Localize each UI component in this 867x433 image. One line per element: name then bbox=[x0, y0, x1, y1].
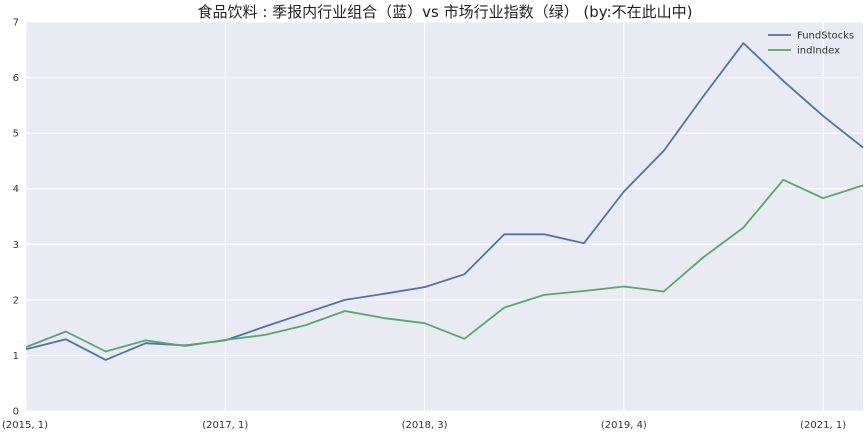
y-tick-label: 3 bbox=[13, 240, 19, 251]
legend-label: indIndex bbox=[797, 46, 840, 57]
x-tick-label: (2021, 1) bbox=[800, 420, 846, 431]
grid-lines bbox=[25, 21, 863, 412]
x-tick-label: (2019, 4) bbox=[601, 420, 647, 431]
y-tick-label: 1 bbox=[13, 351, 19, 362]
plot-area bbox=[26, 22, 863, 411]
chart-title: 食品饮料 : 季报内行业组合（蓝）vs 市场行业指数（绿） (by:不在此山中) bbox=[198, 3, 693, 21]
y-tick-label: 4 bbox=[13, 184, 19, 195]
x-tick-label: (2017, 1) bbox=[202, 420, 248, 431]
x-tick-label: (2015, 1) bbox=[2, 420, 48, 431]
y-tick-label: 2 bbox=[13, 295, 19, 306]
y-tick-label: 6 bbox=[13, 73, 19, 84]
series-line-fundstocks bbox=[25, 42, 864, 361]
y-tick-label: 7 bbox=[13, 18, 19, 29]
y-tick-label: 5 bbox=[13, 129, 19, 140]
legend: FundStocks indIndex bbox=[768, 31, 854, 57]
y-axis-ticks: 0 1 2 3 4 5 6 7 bbox=[13, 18, 19, 418]
x-axis-ticks: (2015, 1) (2017, 1) (2018, 3) (2019, 4) (202… bbox=[2, 420, 846, 431]
legend-label: FundStocks bbox=[797, 31, 854, 42]
x-tick-label: (2018, 3) bbox=[402, 420, 448, 431]
series-lines bbox=[25, 42, 864, 361]
series-line-indindex bbox=[25, 178, 864, 353]
y-tick-label: 0 bbox=[13, 407, 19, 418]
